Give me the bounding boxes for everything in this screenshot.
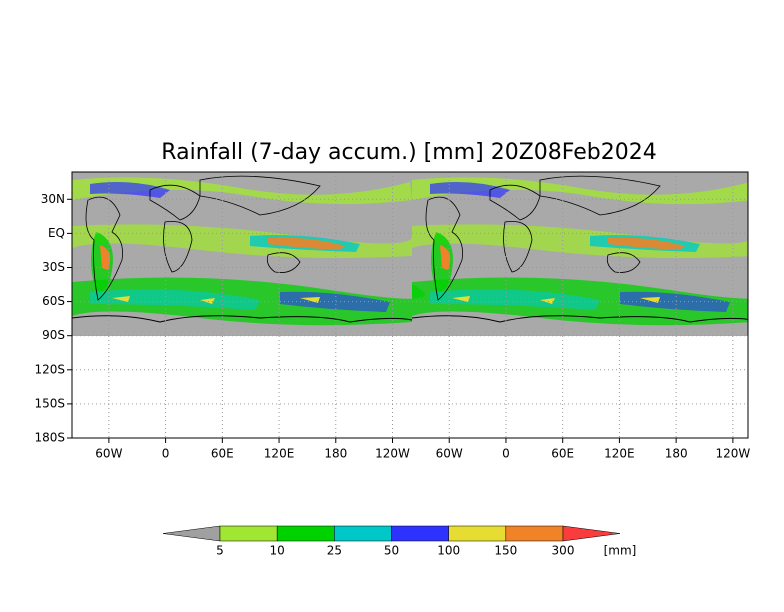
colorbar-box xyxy=(391,525,449,542)
x-tick-label: 180 xyxy=(324,447,347,461)
x-tick-label: 0 xyxy=(502,447,510,461)
colorbar-label: 300 xyxy=(552,544,575,558)
x-tick-label: 60E xyxy=(211,447,234,461)
x-tick-label: 60E xyxy=(551,447,574,461)
y-tick-label: 120S xyxy=(34,362,65,376)
colorbar-label: 25 xyxy=(327,544,342,558)
x-tick-label: 120E xyxy=(604,447,635,461)
colorbar-box xyxy=(276,525,335,542)
colorbar-label: 150 xyxy=(494,544,517,558)
colorbar-box xyxy=(334,525,392,542)
x-tick-label: 60W xyxy=(436,447,463,461)
colorbar-low xyxy=(162,525,221,542)
colorbar-label: 10 xyxy=(270,544,285,558)
colorbar-box xyxy=(505,525,564,542)
plot-frame xyxy=(71,171,749,439)
colorbar-unit: [mm] xyxy=(604,544,637,558)
y-tick-label: 30S xyxy=(42,260,65,274)
y-tick-label: 150S xyxy=(34,396,65,410)
x-tick-label: 180 xyxy=(665,447,688,461)
x-tick-label: 120E xyxy=(264,447,295,461)
y-tick-label: EQ xyxy=(48,226,65,240)
map-area xyxy=(72,172,748,438)
colorbar-label: 100 xyxy=(437,544,460,558)
y-tick-label: 180S xyxy=(34,431,65,445)
y-tick-label: 90S xyxy=(42,328,65,342)
colorbar-label: 50 xyxy=(384,544,399,558)
map-title: Rainfall (7-day accum.) [mm] 20Z08Feb202… xyxy=(161,140,656,165)
x-tick-label: 120W xyxy=(375,447,410,461)
x-tick-label: 60W xyxy=(95,447,122,461)
colorbar-box xyxy=(448,525,507,542)
y-tick-label: 60S xyxy=(42,294,65,308)
colorbar-high xyxy=(562,525,621,542)
y-tick-label: 30N xyxy=(41,192,65,206)
colorbar-box xyxy=(219,525,278,542)
x-tick-label: 120W xyxy=(715,447,750,461)
x-tick-label: 0 xyxy=(162,447,170,461)
colorbar-label: 5 xyxy=(216,544,224,558)
